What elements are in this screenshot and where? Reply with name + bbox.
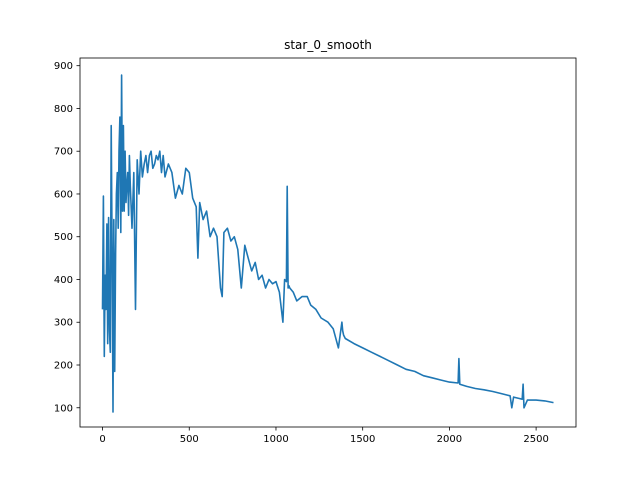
y-tick-label: 300: [54, 318, 73, 329]
plot-frame: [79, 57, 577, 428]
y-tick-label: 200: [54, 361, 73, 372]
y-axis: 100 200 300 400 500 600 700 800 900: [54, 61, 80, 414]
y-tick-label: 100: [54, 403, 73, 414]
x-tick-label: 0: [99, 434, 105, 445]
y-tick-label: 600: [54, 189, 73, 200]
x-tick-label: 1500: [350, 434, 375, 445]
chart-title: star_0_smooth: [284, 38, 372, 52]
x-axis: 0 500 1000 1500 2000 2500: [99, 427, 549, 445]
series-layer: [101, 74, 554, 413]
y-tick-label: 900: [54, 61, 73, 72]
y-tick-label: 400: [54, 275, 73, 286]
y-tick-label: 700: [54, 147, 73, 158]
y-tick-label: 500: [54, 232, 73, 243]
x-tick-label: 500: [180, 434, 199, 445]
x-tick-label: 2000: [437, 434, 462, 445]
x-tick-label: 1000: [263, 434, 288, 445]
x-tick-label: 2500: [523, 434, 548, 445]
y-tick-label: 800: [54, 104, 73, 115]
series-line-0: [101, 74, 554, 413]
